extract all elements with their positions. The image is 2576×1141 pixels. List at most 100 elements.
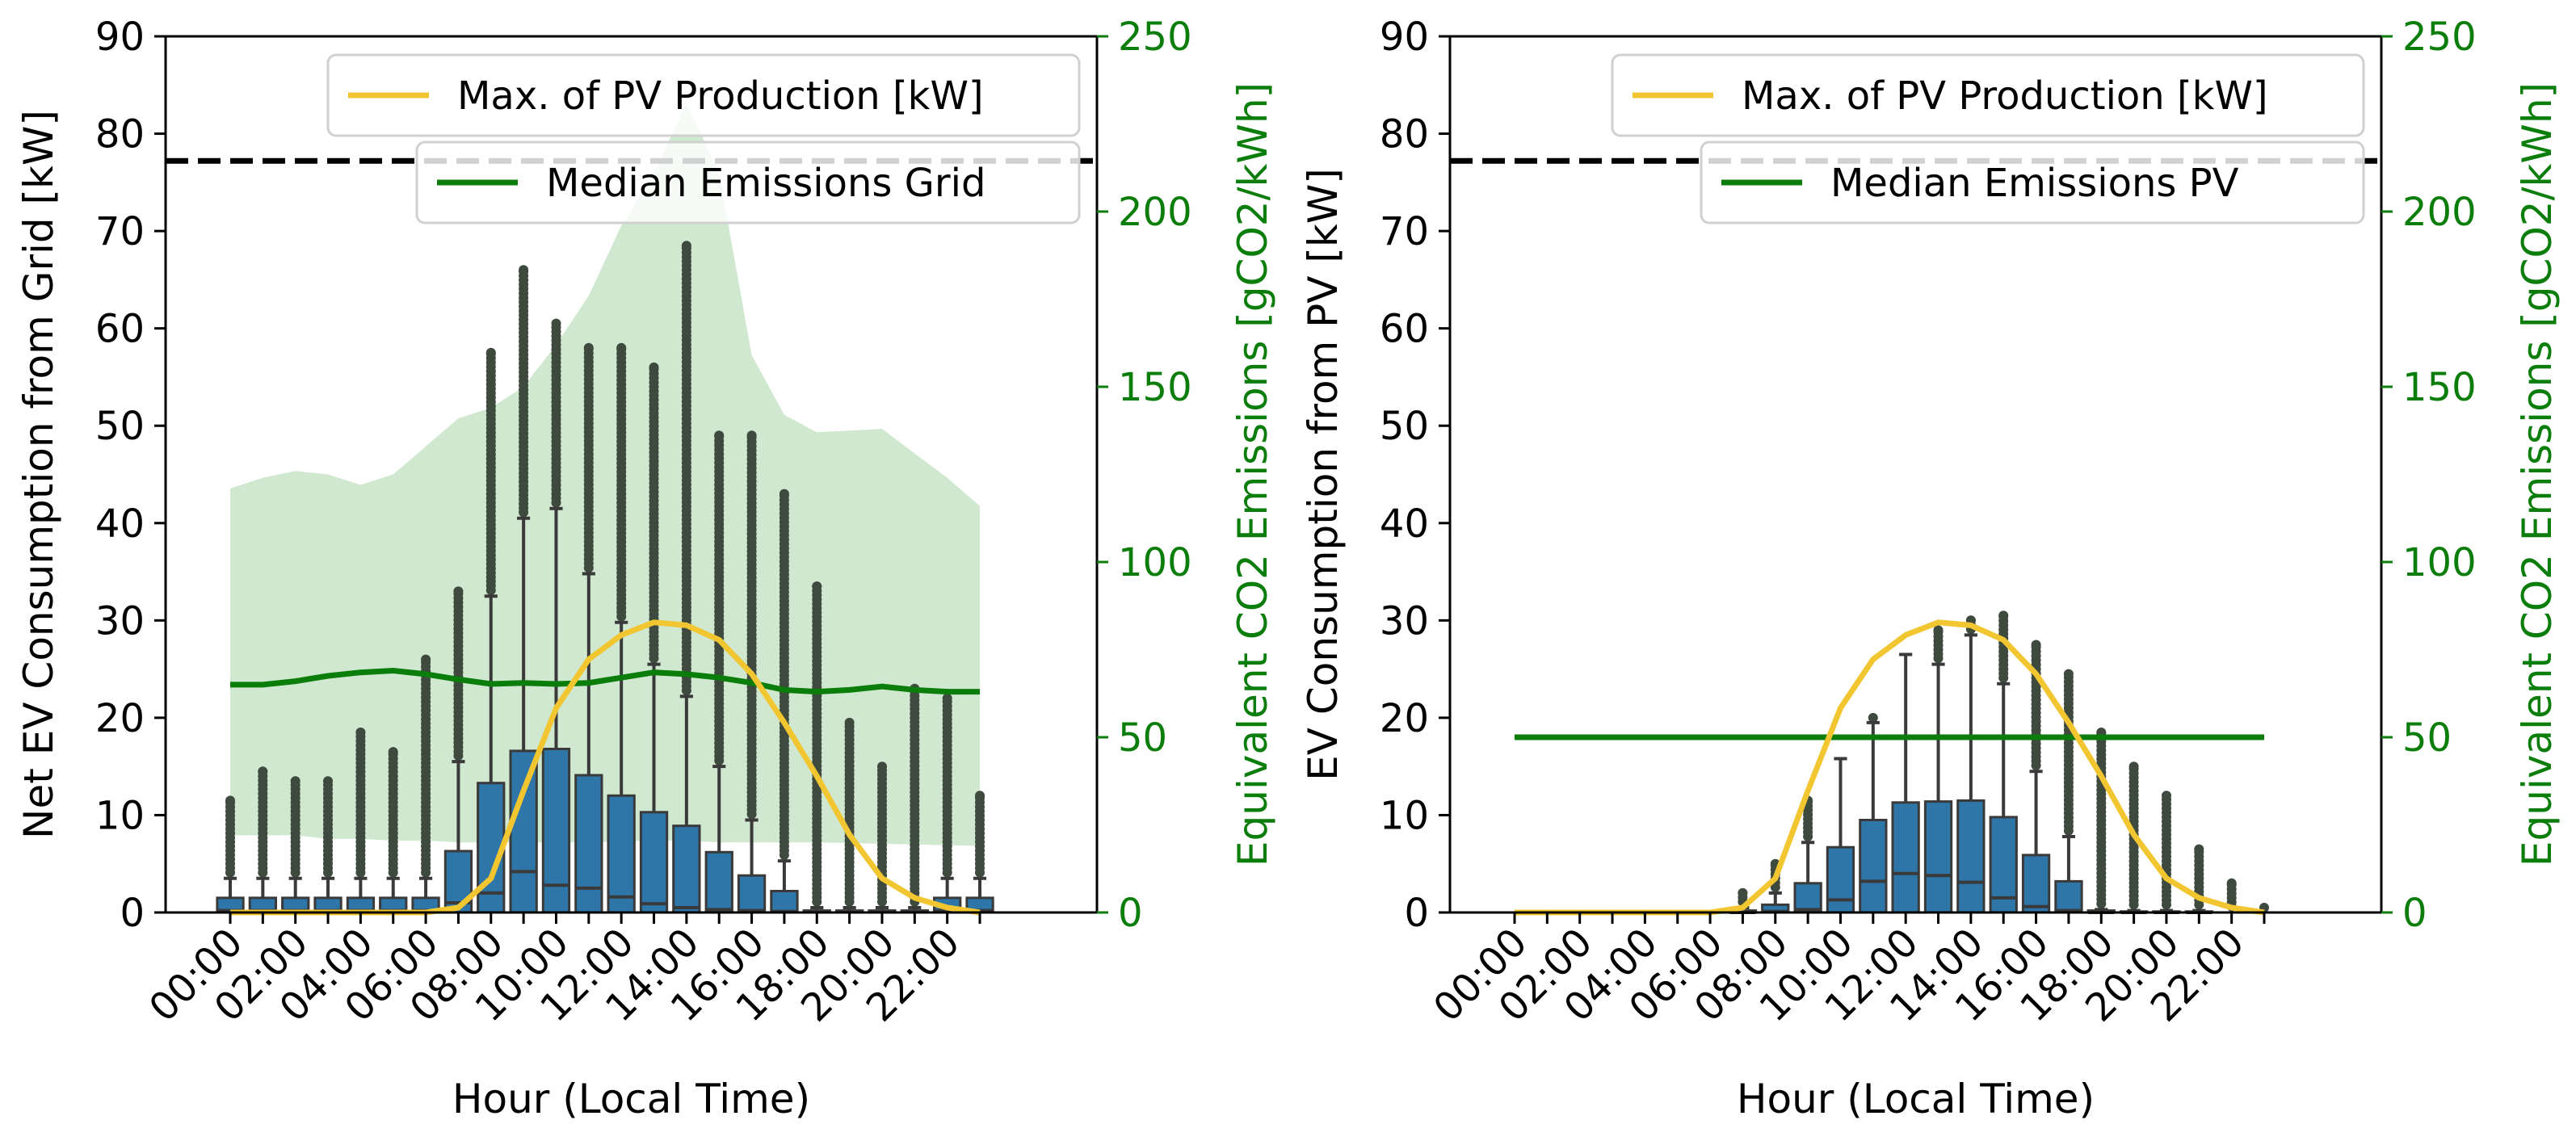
outlier-point	[2031, 640, 2041, 650]
box-bar	[2054, 879, 2083, 914]
emission-range-band	[230, 103, 980, 846]
x-axis-label: Hour (Local Time)	[1737, 1076, 2095, 1122]
y-tick-label: 40	[1380, 501, 1429, 547]
y2-tick-label: 100	[2402, 540, 2477, 585]
y-tick-label: 60	[1380, 307, 1429, 352]
y-tick-label: 80	[1380, 112, 1429, 157]
box-bar	[1826, 845, 1855, 914]
y-tick-label: 0	[120, 891, 145, 936]
y-tick-label: 20	[95, 696, 145, 741]
outlier-point	[485, 347, 496, 358]
legend-label: Max. of PV Production [kW]	[1742, 73, 2268, 119]
box-bar	[2021, 854, 2051, 914]
y2-axis-label: Equivalent CO2 Emissions [gCO2/kWh]	[2514, 82, 2561, 866]
y2-tick-label: 150	[1118, 365, 1192, 410]
box-bar	[704, 850, 733, 914]
y2-tick-label: 150	[2402, 365, 2477, 410]
outlier-point	[583, 342, 594, 353]
outlier-point	[877, 761, 887, 772]
box-bar	[1956, 799, 1986, 914]
outlier-point	[649, 362, 659, 372]
legend-box	[326, 53, 1081, 137]
median-emissions-line	[230, 667, 980, 695]
y2-tick-label: 0	[2402, 891, 2427, 936]
box-bar	[1859, 819, 1888, 914]
legend-box	[415, 141, 1081, 224]
box-bar	[1923, 800, 1953, 914]
y-tick-label: 50	[1380, 404, 1429, 449]
y-tick-label: 90	[95, 15, 145, 60]
legend-box	[1611, 53, 2365, 137]
x-axis-label: Hour (Local Time)	[452, 1076, 810, 1122]
y2-axis-label: Equivalent CO2 Emissions [gCO2/kWh]	[1229, 82, 1276, 866]
y-tick-label: 0	[1404, 891, 1429, 936]
outlier-point	[746, 430, 757, 441]
outlier-point	[2128, 761, 2139, 772]
y-tick-label: 20	[1380, 696, 1429, 741]
outlier-point	[258, 766, 268, 777]
outlier-point	[551, 318, 561, 329]
y2-tick-label: 100	[1118, 540, 1192, 585]
box-bar	[1891, 801, 1920, 914]
y-axis-label: Net EV Consumption from Grid [kW]	[15, 110, 62, 839]
y-tick-label: 10	[95, 793, 145, 838]
y-tick-label: 10	[1380, 793, 1429, 838]
outlier-point	[975, 791, 985, 801]
y-tick-label: 70	[95, 209, 145, 254]
y2-tick-label: 250	[1118, 15, 1192, 60]
legend-box	[1700, 141, 2365, 224]
outlier-point	[844, 717, 855, 728]
y-tick-label: 90	[1380, 15, 1429, 60]
box-bar	[737, 874, 767, 914]
legend-label: Max. of PV Production [kW]	[457, 73, 984, 119]
outlier-point	[2162, 791, 2171, 801]
y2-tick-label: 50	[1118, 715, 1167, 761]
outlier-point	[355, 728, 366, 737]
outlier-point	[519, 265, 529, 275]
outlier-point	[812, 581, 822, 592]
y-tick-label: 30	[1380, 598, 1429, 644]
box-bar	[509, 749, 538, 914]
outlier-point	[616, 342, 627, 353]
outlier-point	[421, 654, 431, 665]
box-bar	[607, 794, 636, 914]
pv-production-line	[1515, 619, 2265, 916]
box-bar	[639, 811, 669, 914]
outlier-point	[714, 430, 725, 441]
box-bar	[770, 890, 799, 914]
box-bar	[541, 748, 571, 914]
outlier-point	[225, 795, 235, 806]
outlier-point	[681, 241, 691, 251]
outlier-point	[290, 776, 300, 787]
legend-label: Median Emissions Grid	[546, 161, 985, 206]
outlier-point	[2194, 844, 2204, 854]
outlier-point	[1933, 625, 1944, 636]
outlier-point	[1998, 610, 2009, 621]
box-bar	[574, 774, 603, 914]
outlier-point	[942, 693, 952, 703]
y-tick-label: 60	[95, 307, 145, 352]
outlier-point	[388, 747, 398, 757]
outlier-point	[779, 489, 789, 499]
outlier-point	[1738, 887, 1748, 898]
y-tick-label: 50	[95, 404, 145, 449]
y2-tick-label: 200	[1118, 190, 1192, 235]
y2-tick-label: 0	[1118, 891, 1143, 936]
y-tick-label: 40	[95, 501, 145, 547]
y-axis-label: EV Consumption from PV [kW]	[1300, 168, 1347, 781]
y-tick-label: 80	[95, 112, 145, 157]
y2-tick-label: 200	[2402, 190, 2477, 235]
box-bar	[672, 824, 701, 914]
y-tick-label: 30	[95, 598, 145, 644]
y2-tick-label: 50	[2402, 715, 2452, 761]
legend-label: Median Emissions PV	[1830, 161, 2239, 206]
outlier-point	[453, 586, 464, 597]
y2-tick-label: 250	[2402, 15, 2477, 60]
outlier-point	[323, 776, 333, 787]
pv-consumption-panel: 010203040506070809005010015020025000:000…	[1300, 15, 2561, 1122]
y-tick-label: 70	[1380, 209, 1429, 254]
grid-consumption-panel: 010203040506070809005010015020025000:000…	[15, 15, 1276, 1122]
outlier-point	[1868, 712, 1878, 723]
outlier-point	[2226, 878, 2237, 888]
